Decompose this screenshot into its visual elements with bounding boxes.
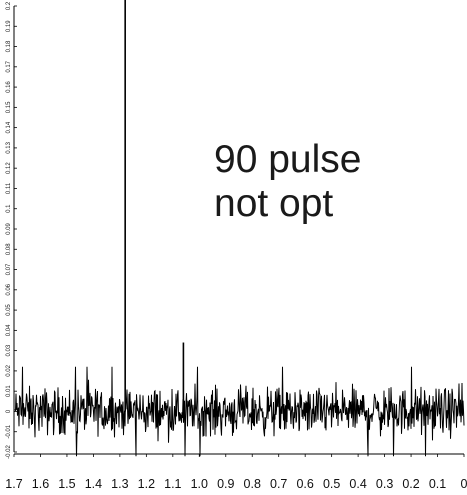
x-axis: 1.7 1.6 1.5 1.4 1.3 1.2 1.1 1.0 0.9 0.8 0.7 0.6 0.5 0… [5, 453, 467, 491]
y-tick-label: 0.01 [6, 385, 12, 397]
y-tick-label: 0.2 [6, 1, 12, 10]
y-axis: -0.02 -0.01 0 0.01 0.02 0.03 0.04 0.05 0.06 0.07 0… [6, 1, 17, 459]
x-tick-label: 1.4 [85, 477, 102, 491]
x-tick-label: 0.3 [376, 477, 393, 491]
x-tick-label: 0.5 [323, 477, 340, 491]
x-tick-label: 0.2 [402, 477, 419, 491]
y-tick-label: 0.08 [6, 243, 12, 255]
y-tick-label: 0.17 [6, 60, 12, 72]
x-tick-label: 1.1 [164, 477, 181, 491]
x-tick-label: 0.1 [429, 477, 446, 491]
y-tick-label: 0.16 [6, 81, 12, 93]
y-tick-label: 0.13 [6, 141, 12, 153]
y-tick-label: -0.02 [6, 445, 12, 459]
x-tick-label: 0 [461, 477, 467, 491]
y-tick-label: 0.02 [6, 364, 12, 376]
x-tick-label: 0.8 [244, 477, 261, 491]
y-tick-label: 0.19 [6, 20, 12, 32]
noise-trace [14, 366, 465, 457]
y-tick-label: 0.09 [6, 223, 12, 235]
annotation-line-1: 90 pulse [214, 138, 362, 181]
x-tick-label: 1.7 [5, 477, 22, 491]
x-tick-label: 1.3 [111, 477, 128, 491]
y-tick-label: 0.03 [6, 344, 12, 356]
annotation-line-2: not opt [214, 182, 334, 225]
x-tick-label: 0.4 [349, 477, 366, 491]
y-tick-label: 0.04 [6, 324, 12, 336]
y-tick-label: 0.12 [6, 162, 12, 174]
y-tick-label: 0.18 [6, 40, 12, 52]
x-tick-label: 1.0 [191, 477, 208, 491]
x-tick-label: 0.9 [217, 477, 234, 491]
x-tick-label: 1.2 [138, 477, 155, 491]
y-tick-label: -0.01 [6, 424, 12, 438]
y-tick-label: 0.15 [6, 101, 12, 113]
y-tick-label: 0.05 [6, 304, 12, 316]
y-tick-label: 0 [6, 409, 12, 413]
annotation-text: 90 pulse not opt [214, 138, 361, 226]
y-tick-label: 0.14 [6, 121, 12, 133]
x-tick-label: 0.6 [296, 477, 313, 491]
x-tick-label: 1.5 [58, 477, 75, 491]
y-tick-label: 0.11 [6, 182, 12, 194]
x-tick-label: 0.7 [270, 477, 287, 491]
y-tick-label: 0.07 [6, 263, 12, 275]
y-tick-label: 0.1 [6, 204, 12, 213]
y-tick-label: 0.06 [6, 283, 12, 295]
x-tick-label: 1.6 [32, 477, 49, 491]
plot-area [14, 0, 465, 457]
